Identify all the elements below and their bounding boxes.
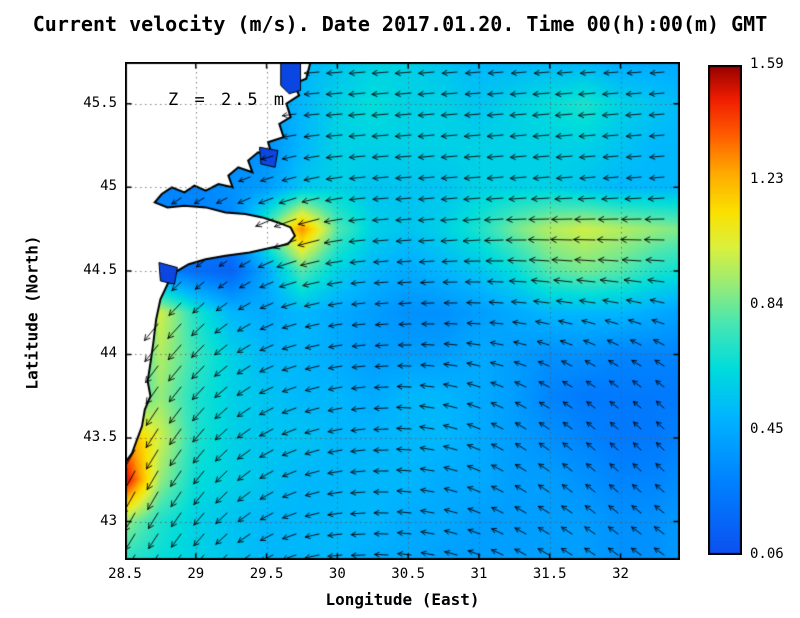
x-tick-label: 30.5 <box>391 566 426 582</box>
colorbar-tick-label: 0.06 <box>750 546 784 562</box>
x-tick-label: 29.5 <box>249 566 284 582</box>
velocity-field-canvas <box>125 62 680 560</box>
depth-annotation: Z = 2.5 m <box>168 90 288 110</box>
colorbar-tick-label: 1.59 <box>750 56 784 72</box>
y-tick-label: 43.5 <box>83 429 117 445</box>
x-tick-label: 30 <box>328 566 346 582</box>
figure-title: Current velocity (m/s). Date 2017.01.20.… <box>32 12 768 36</box>
y-tick-label: 44.5 <box>83 261 117 278</box>
colorbar-canvas <box>708 65 742 555</box>
x-tick-label: 31 <box>470 566 488 582</box>
y-tick-label: 44 <box>100 345 117 362</box>
y-axis-title: Latitude (North) <box>22 235 42 390</box>
colorbar-tick-label: 0.84 <box>750 296 784 313</box>
y-tick-label: 45.5 <box>83 94 117 111</box>
x-tick-label: 32 <box>612 566 629 582</box>
x-tick-label: 29 <box>187 566 205 582</box>
colorbar-tick-label: 1.23 <box>750 171 784 188</box>
y-tick-label: 45 <box>100 178 117 195</box>
x-tick-label: 28.5 <box>108 566 142 582</box>
x-tick-label: 31.5 <box>532 566 567 582</box>
colorbar-tick-label: 0.45 <box>750 421 784 438</box>
x-axis-title: Longitude (East) <box>325 590 480 609</box>
y-tick-label: 43 <box>100 512 117 529</box>
